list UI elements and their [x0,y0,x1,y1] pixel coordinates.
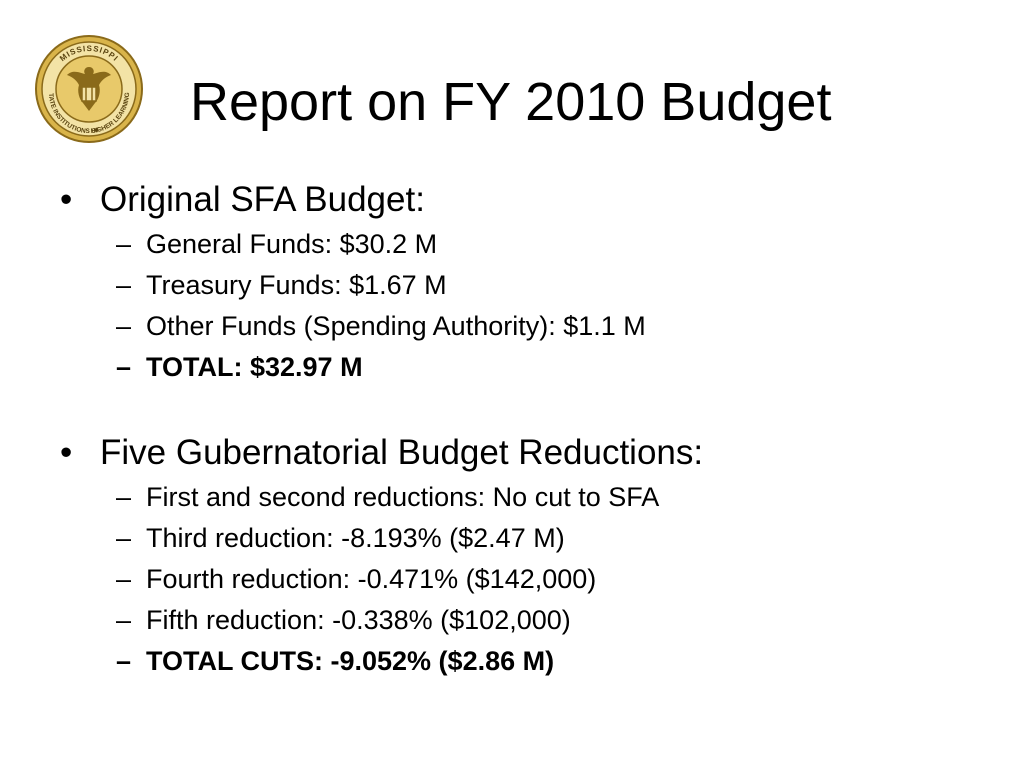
list-item-text: Third reduction: -8.193% ($2.47 M) [146,523,565,553]
eagle-icon [67,67,111,111]
list-item-text: TOTAL CUTS: -9.052% ($2.86 M) [146,646,555,676]
dash-mark: – [116,482,132,512]
bullet-mark: • [60,433,73,472]
list-item-text: Fifth reduction: -0.338% ($102,000) [146,605,571,635]
dash-mark: – [116,270,132,300]
list-item-text: Fourth reduction: -0.471% ($142,000) [146,564,597,594]
list-item-text: General Funds: $30.2 M [146,229,438,259]
dash-mark: – [116,311,132,341]
dash-mark: – [116,605,132,635]
section-heading-text: Five Gubernatorial Budget Reductions: [100,433,704,472]
dash-mark: – [116,646,132,676]
list-item-text: TOTAL: $32.97 M [146,352,363,382]
dash-mark: – [116,523,132,553]
list-item-text: Treasury Funds: $1.67 M [146,270,447,300]
section-heading-text: Original SFA Budget: [100,180,425,219]
list-item-text: Other Funds (Spending Authority): $1.1 M [146,311,646,341]
slide-title: Report on FY 2010 Budget [190,72,832,132]
dash-mark: – [116,229,132,259]
mississippi-ihl-seal-icon: MISSISSIPPI STATE INSTITUTIONS OF HIGHER… [31,28,143,143]
bullet-mark: • [60,180,73,219]
dash-mark: – [116,352,132,382]
list-item-text: First and second reductions: No cut to S… [146,482,660,512]
dash-mark: – [116,564,132,594]
seal-logo: MISSISSIPPI STATE INSTITUTIONS OF HIGHER… [31,28,145,145]
